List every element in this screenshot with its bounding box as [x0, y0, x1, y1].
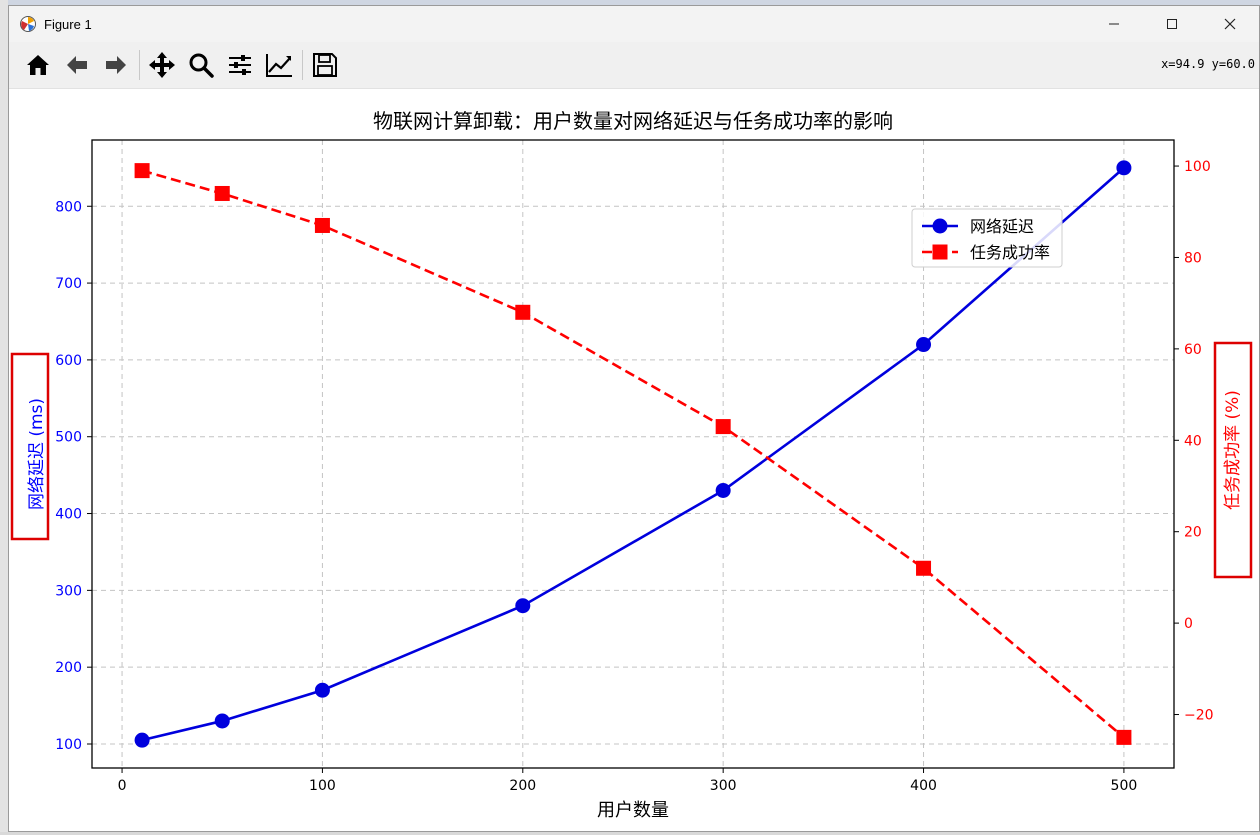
chart-title: 物联网计算卸载：用户数量对网络延迟与任务成功率的影响: [373, 109, 893, 133]
success-rate-point: [134, 163, 150, 179]
cursor-coordinates: x=94.9 y=60.0: [1161, 57, 1255, 71]
line-chart-icon: [266, 54, 292, 77]
right-y-tick-label: 40: [1184, 433, 1202, 449]
left-y-tick-label: 600: [55, 353, 82, 369]
right-y-tick-label: 20: [1184, 525, 1202, 541]
window-title: Figure 1: [44, 16, 92, 32]
right-y-tick-label: −20: [1184, 708, 1214, 724]
x-axis-ticks: 0 100 200 300 400 500: [118, 768, 1138, 794]
x-tick-label: 300: [710, 778, 737, 794]
chart-svg: 0 100 200 300 400 500 10020030040050060070080…: [10, 109, 1253, 821]
left-y-tick-label: 800: [55, 199, 82, 215]
left-y-tick-label: 200: [55, 660, 82, 676]
maximize-button[interactable]: [1143, 6, 1201, 42]
arrow-right-icon: [106, 56, 126, 74]
latency-point: [134, 732, 150, 748]
left-y-tick-label: 100: [55, 737, 82, 753]
x-tick-label: 400: [910, 778, 937, 794]
legend-marker-square: [932, 244, 948, 260]
minimize-button[interactable]: [1085, 6, 1143, 42]
success-rate-point: [1116, 729, 1132, 745]
right-y-tick-label: 60: [1184, 342, 1202, 358]
edit-axes-button[interactable]: [262, 50, 296, 80]
toolbar-separator: [302, 50, 303, 80]
left-y-axis-label: 网络延迟 (ms): [27, 398, 47, 510]
latency-point: [1116, 160, 1132, 176]
left-y-tick-label: 700: [55, 276, 82, 292]
right-y-tick-label: 0: [1184, 616, 1193, 632]
pan-button[interactable]: [145, 50, 179, 80]
latency-point: [214, 713, 230, 729]
left-y-axis-ticks: 100 200 300 400 500 600 700 800: [55, 199, 92, 753]
success-rate-point: [515, 304, 531, 320]
navigation-toolbar: x=94.9 y=60.0: [9, 42, 1259, 89]
legend-marker-circle: [932, 218, 948, 234]
left-label-highlight-box: [10, 352, 50, 541]
x-tick-label: 500: [1111, 778, 1138, 794]
latency-point: [515, 598, 531, 614]
x-tick-label: 100: [309, 778, 336, 794]
back-button[interactable]: [60, 50, 94, 80]
close-button[interactable]: [1201, 6, 1259, 42]
right-label-highlight-box: [1213, 341, 1253, 579]
floppy-disk-icon: [313, 53, 337, 77]
latency-point: [715, 482, 731, 498]
success-rate-point: [214, 185, 230, 201]
background-window-strip: [0, 0, 1260, 8]
success-rate-point: [916, 560, 932, 576]
left-y-tick-label: 500: [55, 430, 82, 446]
x-tick-label: 200: [509, 778, 536, 794]
matplotlib-app-icon: [19, 15, 37, 33]
move-icon: [149, 52, 175, 78]
save-button[interactable]: [308, 50, 342, 80]
magnifier-icon: [189, 53, 214, 78]
grid-lines: [92, 140, 1174, 768]
legend-label: 任务成功率: [970, 243, 1050, 262]
sliders-icon: [229, 55, 251, 75]
legend-frame: [911, 208, 1063, 268]
arrow-left-icon: [67, 56, 87, 74]
title-bar: Figure 1: [9, 6, 1259, 42]
x-tick-label: 0: [118, 778, 127, 794]
right-y-axis-label: 任务成功率 (%): [1223, 390, 1243, 510]
right-y-axis-ticks: −20 0 20 40 60 80 100: [1174, 159, 1214, 724]
home-icon: [27, 55, 49, 75]
latency-point: [314, 682, 330, 698]
legend-label: 网络延迟: [970, 217, 1034, 236]
left-y-tick-label: 300: [55, 583, 82, 599]
figure-canvas: 0 100 200 300 400 500 100 200 300 400 500 600 700 80…: [9, 89, 1259, 831]
background-window-edge: [0, 0, 8, 832]
latency-point: [916, 337, 932, 353]
plot-area-frame: [91, 139, 1175, 769]
configure-subplots-button[interactable]: [223, 50, 257, 80]
forward-button[interactable]: [99, 50, 133, 80]
toolbar-separator: [139, 50, 140, 80]
home-button[interactable]: [21, 50, 55, 80]
right-y-tick-label: 80: [1184, 250, 1202, 266]
x-axis-label: 用户数量: [597, 800, 669, 821]
zoom-button[interactable]: [184, 50, 218, 80]
left-y-tick-label: 400: [55, 507, 82, 523]
right-y-tick-label: 100: [1184, 159, 1211, 175]
figure-window: Figure 1: [8, 5, 1260, 832]
series-group: [134, 160, 1132, 748]
success-rate-point: [314, 217, 330, 233]
success-rate-point: [715, 419, 731, 435]
